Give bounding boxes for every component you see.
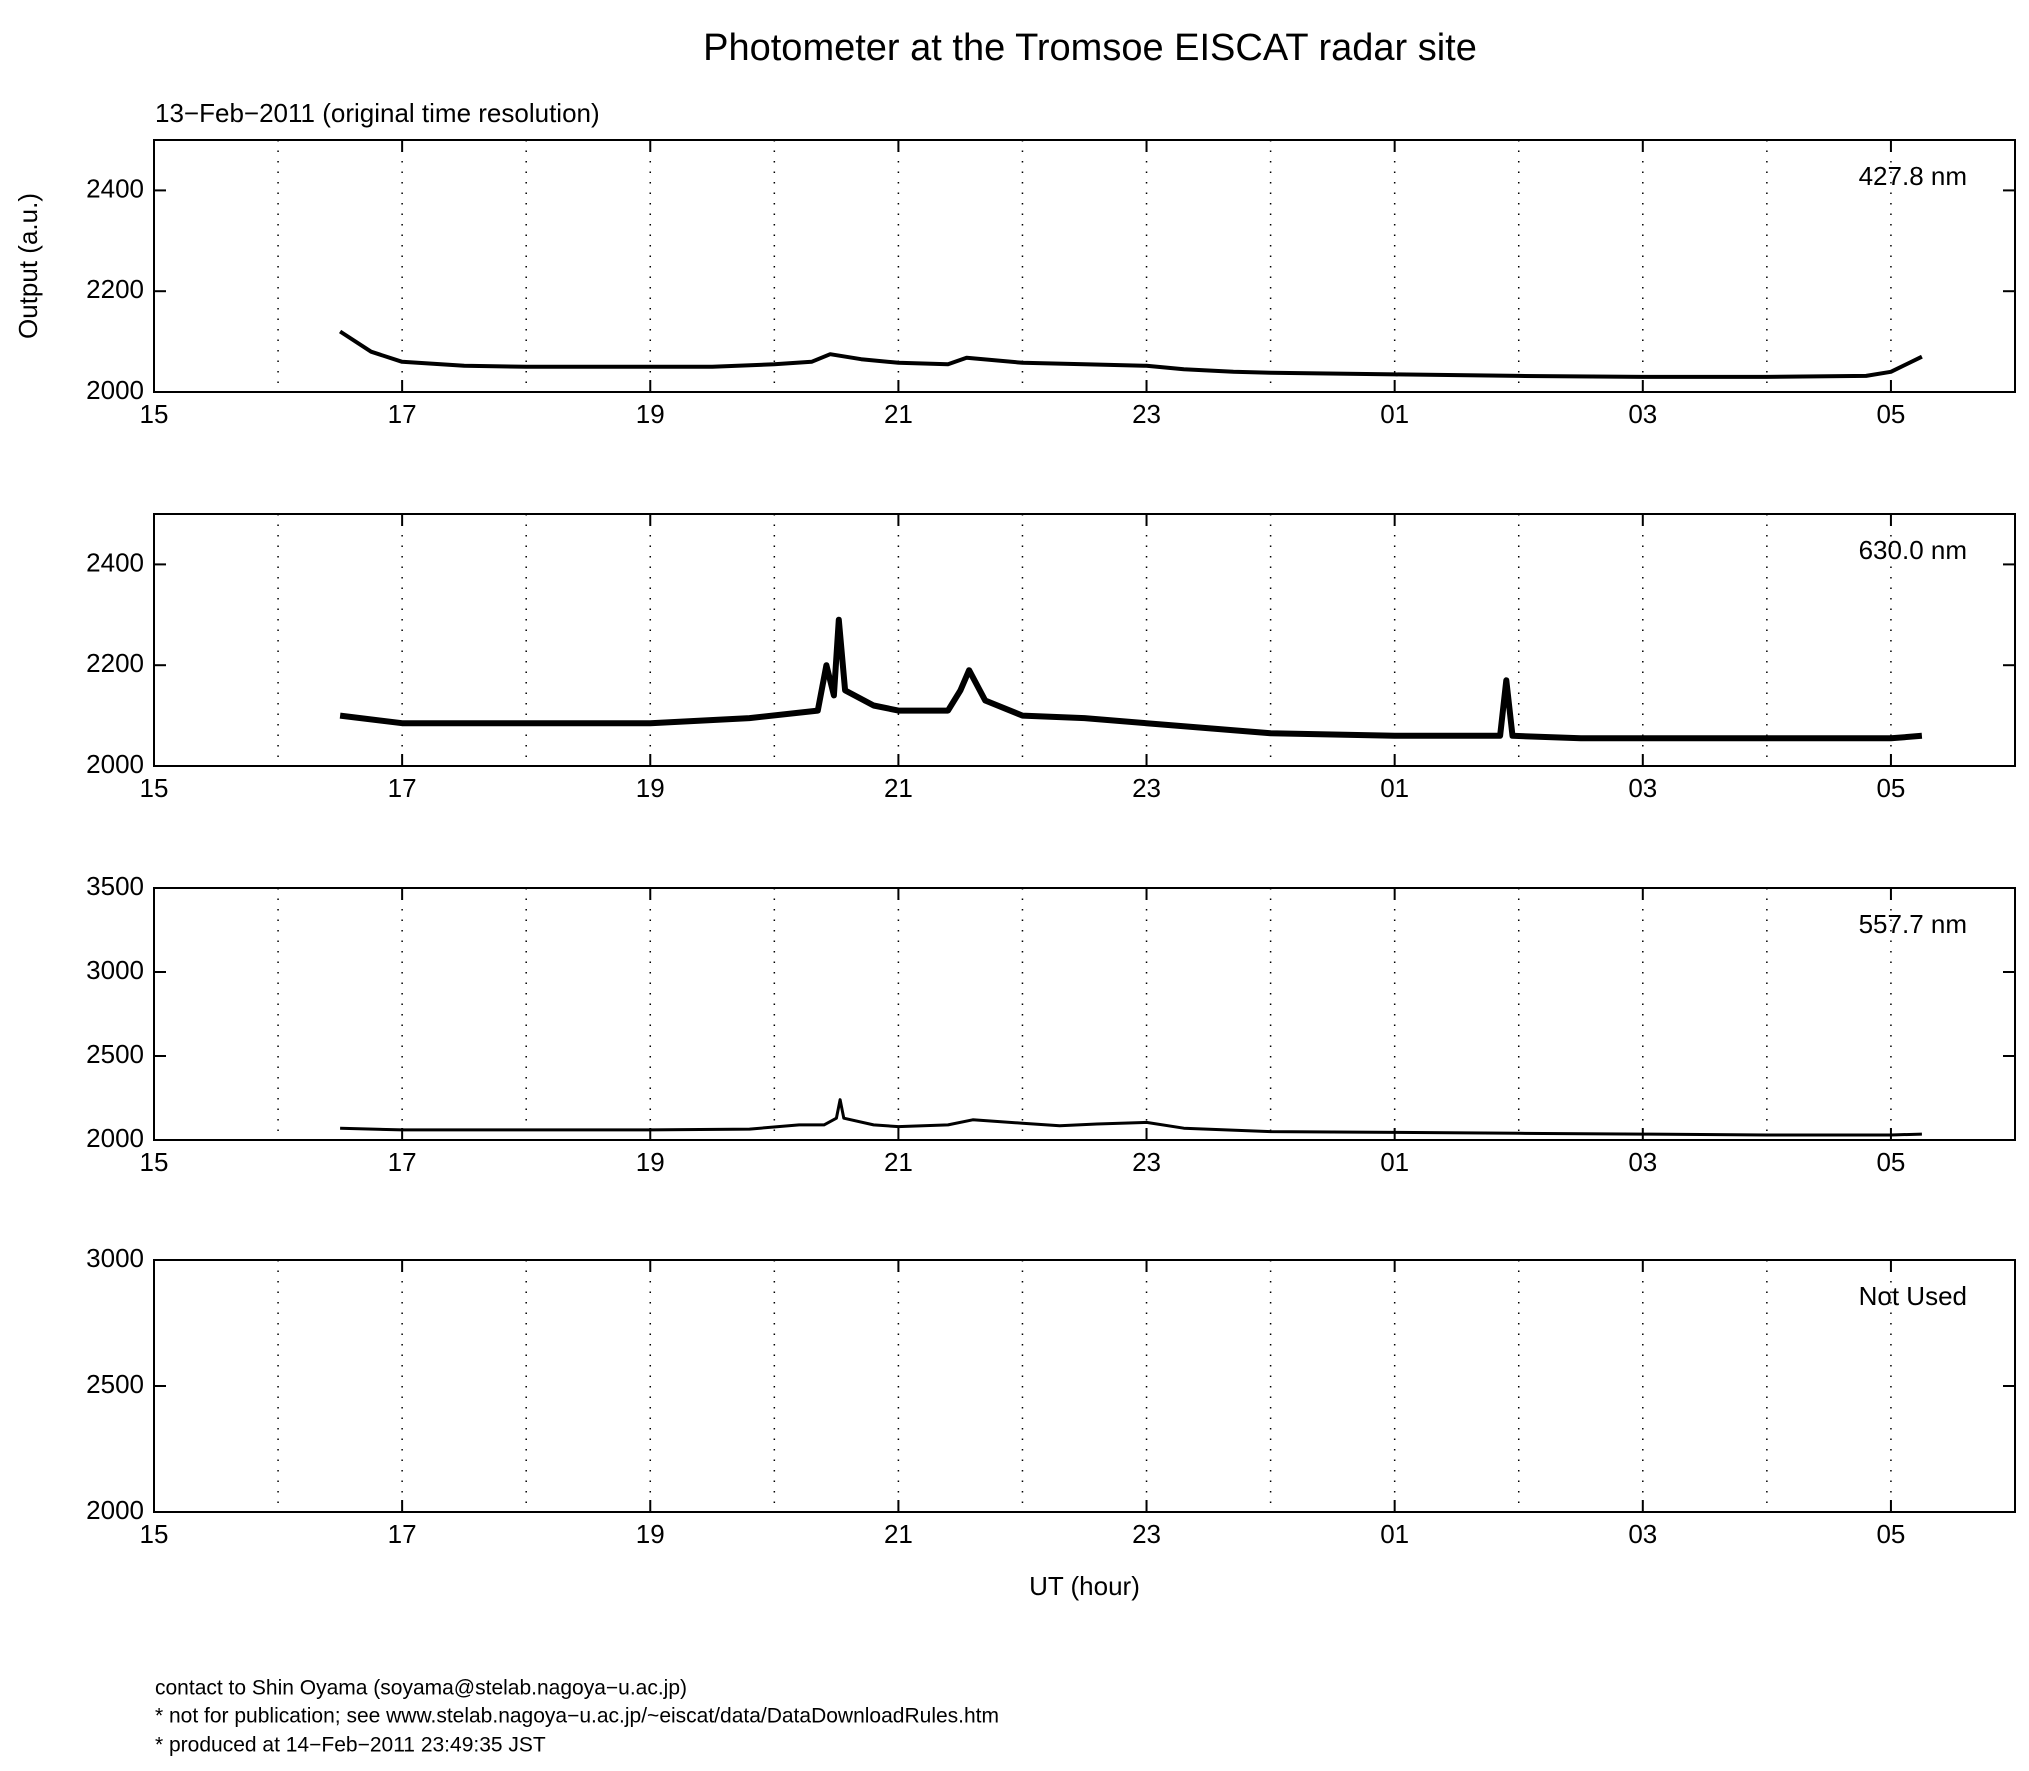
x-tick-label: 15 xyxy=(140,773,169,803)
data-line xyxy=(340,1098,1922,1137)
x-tick-label: 17 xyxy=(388,773,417,803)
x-tick-label: 01 xyxy=(1380,399,1409,429)
footer-line: * not for publication; see www.stelab.na… xyxy=(155,1705,999,1728)
y-tick-label: 3500 xyxy=(86,871,144,901)
y-tick-label: 2400 xyxy=(86,547,144,577)
data-line xyxy=(339,329,1923,379)
y-tick-label: 2200 xyxy=(86,648,144,678)
y-tick-label: 3000 xyxy=(86,1243,144,1273)
subtitle: 13−Feb−2011 (original time resolution) xyxy=(155,98,600,128)
x-tick-label: 05 xyxy=(1876,399,1905,429)
y-tick-label: 2000 xyxy=(86,375,144,405)
y-tick-label: 2400 xyxy=(86,173,144,203)
x-tick-label: 23 xyxy=(1132,399,1161,429)
x-tick-label: 05 xyxy=(1876,773,1905,803)
y-tick-label: 2200 xyxy=(86,274,144,304)
x-tick-label: 15 xyxy=(140,1147,169,1177)
panel-label: Not Used xyxy=(1859,1281,1967,1311)
x-tick-label: 19 xyxy=(636,773,665,803)
x-tick-label: 15 xyxy=(140,399,169,429)
x-tick-label: 21 xyxy=(884,773,913,803)
x-tick-label: 23 xyxy=(1132,773,1161,803)
x-tick-label: 21 xyxy=(884,399,913,429)
footer-line: * produced at 14−Feb−2011 23:49:35 JST xyxy=(155,1734,546,1757)
x-tick-label: 23 xyxy=(1132,1519,1161,1549)
x-tick-label: 19 xyxy=(636,399,665,429)
y-tick-label: 2000 xyxy=(86,749,144,779)
y-axis-label: Output (a.u.) xyxy=(13,193,43,339)
x-tick-label: 21 xyxy=(884,1519,913,1549)
plot-frame xyxy=(153,1259,2016,1513)
y-tick-label: 2000 xyxy=(86,1495,144,1525)
x-tick-label: 05 xyxy=(1876,1519,1905,1549)
x-axis-label: UT (hour) xyxy=(1029,1571,1140,1601)
panel-label: 557.7 nm xyxy=(1859,909,1967,939)
x-tick-label: 05 xyxy=(1876,1147,1905,1177)
x-tick-label: 03 xyxy=(1628,399,1657,429)
plot-frame xyxy=(153,139,2016,393)
x-tick-label: 19 xyxy=(636,1147,665,1177)
x-tick-label: 03 xyxy=(1628,1519,1657,1549)
plot-frame xyxy=(153,513,2016,767)
x-tick-label: 15 xyxy=(140,1519,169,1549)
x-tick-label: 01 xyxy=(1380,773,1409,803)
data-line xyxy=(339,616,1923,742)
x-tick-label: 17 xyxy=(388,1147,417,1177)
plot-frame xyxy=(153,887,2016,1141)
y-tick-label: 2500 xyxy=(86,1369,144,1399)
x-tick-label: 23 xyxy=(1132,1147,1161,1177)
x-tick-label: 17 xyxy=(388,399,417,429)
x-tick-label: 01 xyxy=(1380,1147,1409,1177)
x-tick-label: 21 xyxy=(884,1147,913,1177)
x-tick-label: 03 xyxy=(1628,1147,1657,1177)
footer-line: contact to Shin Oyama (soyama@stelab.nag… xyxy=(155,1677,687,1700)
y-tick-label: 2500 xyxy=(86,1039,144,1069)
y-tick-label: 2000 xyxy=(86,1123,144,1153)
panel-label: 427.8 nm xyxy=(1859,161,1967,191)
y-tick-label: 3000 xyxy=(86,955,144,985)
panel-label: 630.0 nm xyxy=(1859,535,1967,565)
x-tick-label: 01 xyxy=(1380,1519,1409,1549)
x-tick-label: 03 xyxy=(1628,773,1657,803)
title: Photometer at the Tromsoe EISCAT radar s… xyxy=(703,27,1477,69)
x-tick-label: 17 xyxy=(388,1519,417,1549)
x-tick-label: 19 xyxy=(636,1519,665,1549)
